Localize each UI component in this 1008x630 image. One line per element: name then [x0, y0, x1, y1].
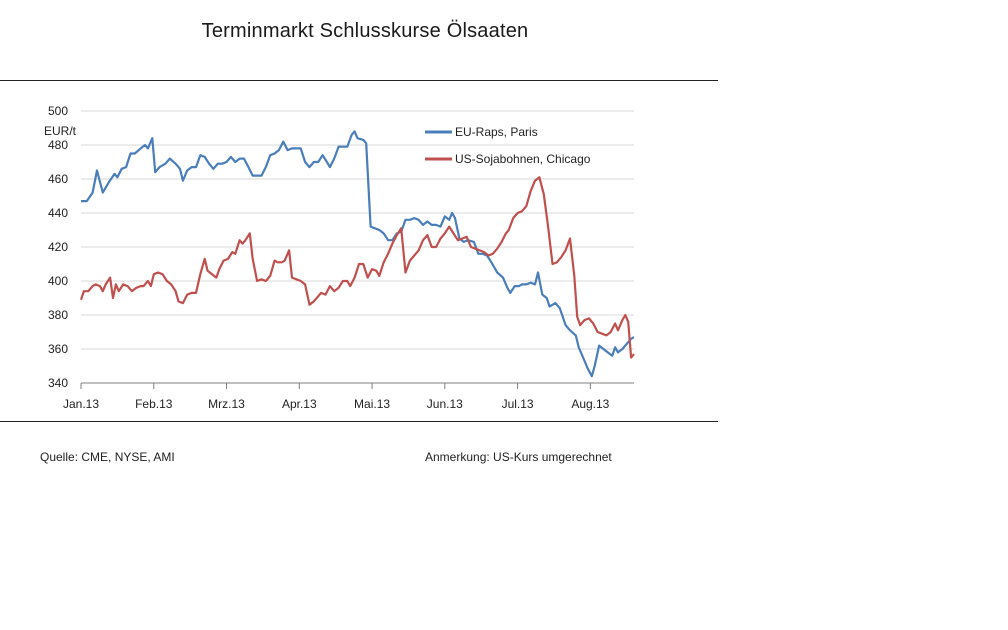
- legend-label-1: EU-Raps, Paris: [455, 125, 538, 139]
- x-tick-label: Jul.13: [502, 397, 534, 411]
- x-tick-label: Jan.13: [63, 397, 99, 411]
- legend: EU-Raps, Paris US-Sojabohnen, Chicago: [425, 125, 591, 166]
- chart-title: Terminmarkt Schlusskurse Ölsaaten: [201, 20, 529, 42]
- y-tick-label: 420: [48, 240, 68, 254]
- axes: [80, 382, 634, 389]
- y-tick-label: 380: [48, 308, 68, 322]
- x-tick-label: Feb.13: [135, 397, 173, 411]
- y-tick-label: 340: [48, 376, 68, 390]
- gridlines: [81, 110, 634, 350]
- series-line-2: [79, 176, 635, 359]
- x-tick-label: Mrz.13: [208, 397, 245, 411]
- x-tick-label: Apr.13: [282, 397, 317, 411]
- source-note: Quelle: CME, NYSE, AMI: [40, 450, 175, 464]
- y-tick-label: 460: [48, 172, 68, 186]
- y-tick-label: 480: [48, 138, 68, 152]
- y-tick-label: 440: [48, 206, 68, 220]
- axis-labels: 340 360 380 400 420 440 460 480 500 EUR/t Jan.13 Fe…: [44, 104, 610, 411]
- top-divider: [0, 80, 718, 81]
- x-tick-label: Mai.13: [354, 397, 390, 411]
- series-line-1: [81, 130, 635, 378]
- annotation-note: Anmerkung: US-Kurs umgerechnet: [425, 450, 612, 464]
- x-tick-label: Aug.13: [571, 397, 609, 411]
- y-tick-label: 360: [48, 342, 68, 356]
- y-axis-title: EUR/t: [44, 124, 77, 138]
- legend-label-2: US-Sojabohnen, Chicago: [455, 152, 591, 166]
- bottom-divider: [0, 421, 718, 422]
- series-lines: [79, 130, 635, 378]
- y-tick-label: 500: [48, 104, 68, 118]
- x-tick-label: Jun.13: [427, 397, 463, 411]
- line-chart: 340 360 380 400 420 440 460 480 500 EUR/t Jan.13 Fe…: [44, 104, 635, 411]
- y-tick-label: 400: [48, 274, 68, 288]
